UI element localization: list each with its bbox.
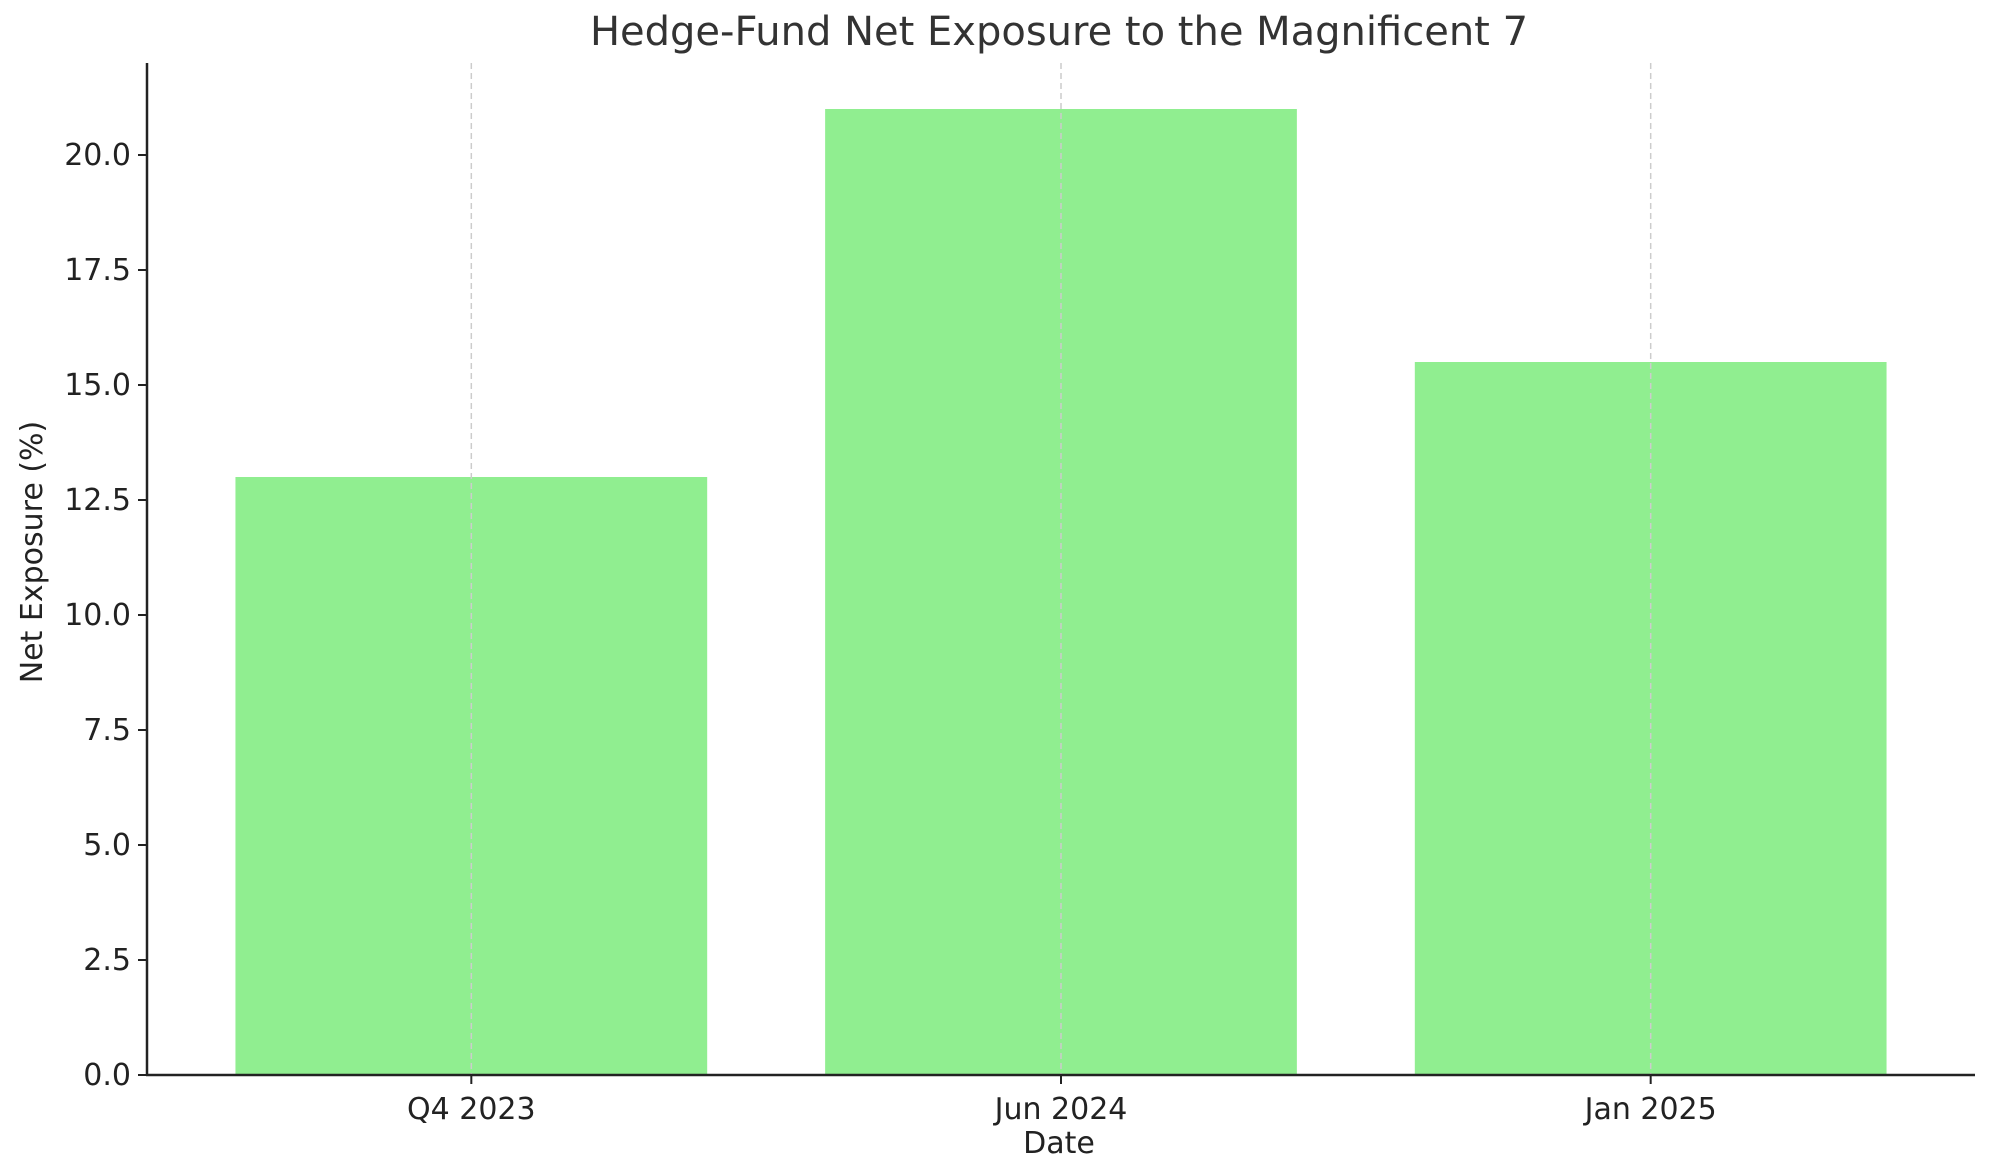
grid-layer xyxy=(470,63,1652,1075)
chart-title: Hedge-Fund Net Exposure to the Magnifice… xyxy=(590,9,1528,55)
y-axis-label: Net Exposure (%) xyxy=(15,421,50,684)
y-tick-label: 15.0 xyxy=(64,368,131,403)
y-ticks-layer: 0.0 2.5 5.0 7.5 10.0 12.5 15.0 17.5 20.0 xyxy=(64,138,147,1093)
y-tick-label: 0.0 xyxy=(83,1058,131,1093)
y-tick-label: 20.0 xyxy=(64,138,131,173)
y-tick-label: 10.0 xyxy=(64,598,131,633)
y-tick-label: 7.5 xyxy=(83,713,131,748)
y-tick-label: 5.0 xyxy=(83,828,131,863)
x-tick-label: Jan 2025 xyxy=(1583,1092,1717,1127)
x-tick-label: Jun 2024 xyxy=(993,1092,1128,1127)
y-tick-label: 17.5 xyxy=(64,253,131,288)
x-axis-label: Date xyxy=(1023,1126,1095,1161)
y-tick-label: 12.5 xyxy=(64,483,131,518)
y-tick-label: 2.5 xyxy=(83,943,131,978)
x-ticks-layer: Q4 2023 Jun 2024 Jan 2025 xyxy=(407,1075,1717,1127)
x-tick-label: Q4 2023 xyxy=(407,1092,536,1127)
